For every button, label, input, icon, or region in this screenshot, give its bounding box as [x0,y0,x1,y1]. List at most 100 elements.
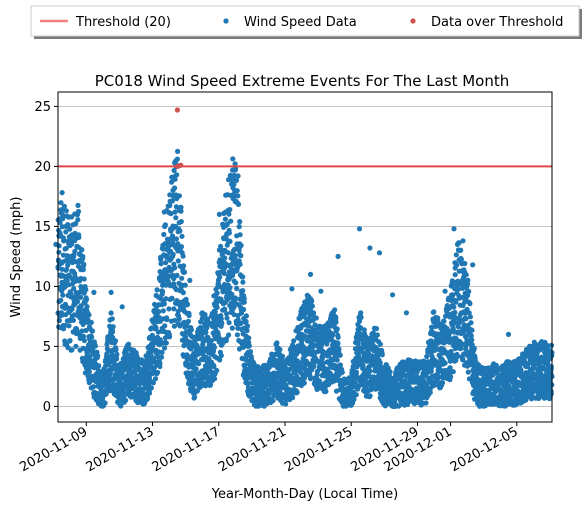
wind-speed-point [431,309,437,315]
wind-speed-point [161,209,167,215]
wind-speed-point [154,287,160,293]
wind-speed-point [367,368,373,374]
wind-speed-point [169,253,176,259]
wind-speed-point [452,272,458,278]
legend-over-label: Data over Threshold [431,15,563,30]
x-tick-label: 2020-11-21 [216,424,289,475]
wind-speed-point [335,334,341,340]
wind-speed-point [448,348,454,355]
wind-speed-point [171,306,177,312]
wind-speed-point [59,312,65,318]
wind-speed-point [80,333,87,339]
wind-speed-point [166,306,172,312]
wind-speed-point [103,391,109,397]
wind-speed-point [227,285,233,291]
wind-speed-point [458,247,464,253]
wind-speed-point [75,202,81,208]
wind-speed-point [244,323,251,329]
wind-speed-point [226,211,232,217]
wind-speed-point [75,208,82,215]
wind-speed-point [458,345,464,351]
wind-speed-point [58,297,64,303]
wind-speed-point [240,288,246,294]
wind-speed-point [176,316,182,322]
wind-speed-point [208,338,214,344]
y-tick-label: 10 [34,280,51,295]
wind-speed-point [152,376,159,382]
wind-speed-point [435,317,441,324]
wind-speed-point [442,360,448,366]
wind-speed-point [185,318,191,324]
wind-speed-point [159,349,165,355]
legend-box [30,5,580,37]
wind-speed-point [171,167,177,174]
wind-speed-point [539,339,545,345]
wind-speed-point [451,304,457,310]
wind-speed-point [181,269,188,275]
wind-speed-point [73,343,79,349]
wind-speed-point [174,156,180,162]
x-axis: 2020-11-092020-11-132020-11-172020-11-21… [17,422,521,475]
wind-speed-point [227,238,233,244]
wind-speed-point [289,286,295,292]
wind-speed-point [237,219,243,225]
wind-speed-point [119,304,125,310]
wind-speed-point [146,390,153,396]
wind-speed-point [76,232,82,238]
wind-speed-point [214,367,220,374]
wind-speed-point [181,263,187,269]
wind-speed-point [59,190,65,196]
wind-speed-point [333,319,339,325]
wind-speed-point [72,248,78,254]
wind-speed-point [163,340,169,346]
wind-speed-point [356,226,363,232]
wind-speed-point [180,253,186,259]
wind-speed-point [221,270,227,276]
wind-speed-point [222,255,228,261]
wind-speed-point [234,285,240,292]
wind-speed-point [62,322,68,329]
wind-speed-point [301,380,307,386]
wind-speed-point [232,252,238,258]
wind-speed-point [87,340,93,346]
wind-speed-point [112,338,119,344]
wind-speed-point [173,215,179,221]
wind-speed-point [227,207,233,213]
wind-speed-point [187,277,193,283]
legend-over-swatch [410,18,416,24]
wind-speed-point [86,369,92,375]
wind-speed-point [61,237,67,243]
wind-speed-point [207,382,214,388]
wind-speed-point [548,364,554,370]
wind-speed-point [163,296,169,302]
wind-speed-point [334,357,340,363]
wind-speed-point [447,365,453,371]
wind-speed-point [169,179,175,185]
wind-speed-point [71,286,77,292]
wind-speed-point [246,343,252,349]
wind-speed-point [113,347,119,353]
wind-speed-point [89,328,96,334]
wind-speed-point [466,310,472,316]
wind-speed-point [178,244,185,250]
wind-speed-point [230,156,236,162]
wind-speed-point [78,303,84,309]
wind-speed-point [467,301,473,307]
wind-speed-point [233,177,240,183]
wind-speed-point [462,260,468,267]
wind-speed-point [441,318,447,324]
wind-speed-point [280,358,286,364]
wind-speed-point [427,389,433,395]
wind-speed-point [77,307,84,313]
wind-speed-point [355,341,361,347]
wind-speed-point [241,306,247,313]
wind-speed-point [160,308,166,314]
wind-speed-point [60,212,66,218]
wind-speed-point [321,350,327,356]
wind-speed-point [182,282,188,288]
wind-speed-point [74,299,81,305]
wind-speed-point [335,253,341,259]
wind-speed-point [452,309,458,316]
wind-speed-point [352,380,358,386]
